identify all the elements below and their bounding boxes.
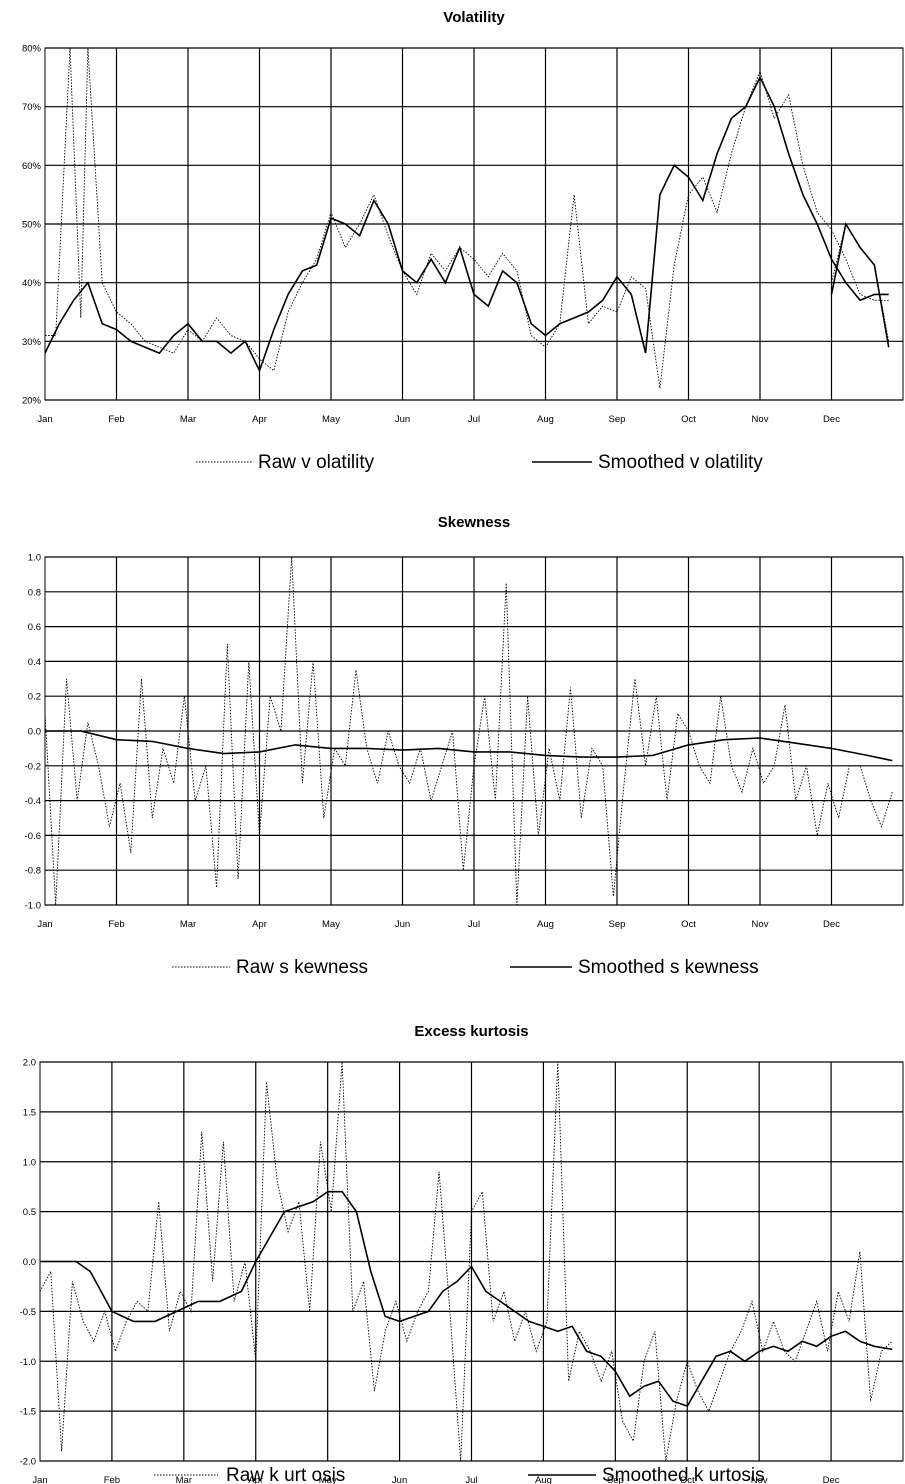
kurt-xtick-label: Jul [465, 1475, 477, 1484]
kurt-legend-label-raw: Raw k urt osis [226, 1465, 345, 1484]
skew-xtick-label: Jun [395, 919, 410, 930]
vol-xtick-label: Aug [537, 414, 554, 425]
kurt-title: Excess kurtosis [414, 1023, 528, 1040]
skew-series-smoothed-line [45, 730, 893, 762]
volatility-chart: Volatility 20% 30% 40% 50% 60% 70% 80% Jan Feb Mar… [0, 0, 905, 490]
skew-ytick-label: -0.6 [25, 831, 41, 842]
kurt-xtick-label: Aug [535, 1475, 552, 1484]
vol-ytick-label: 30% [22, 337, 42, 348]
skew-legend-label-smoothed: Smoothed s kewness [578, 957, 759, 978]
vol-ytick-label: 60% [22, 161, 42, 172]
skew-ytick-label: 0.8 [28, 587, 41, 598]
vol-ytick-label: 50% [22, 220, 42, 231]
kurt-xtick-label: Nov [751, 1475, 768, 1484]
skew-ytick-label: -0.2 [25, 761, 41, 772]
kurt-xtick-label: May [319, 1475, 337, 1484]
vol-series-smoothed-line-tail [830, 221, 890, 348]
skew-xtick-label: Oct [681, 919, 696, 930]
kurt-xtick-label: Oct [680, 1475, 695, 1484]
skew-ytick-label: 0.6 [28, 622, 41, 633]
kurt-ytick-label: -1.0 [20, 1357, 36, 1368]
kurt-ytick-label: 1.5 [23, 1107, 36, 1118]
vol-xtick-label: Oct [681, 414, 696, 425]
skew-ytick-label: -0.4 [25, 796, 41, 807]
kurt-series-raw-line [40, 1061, 893, 1462]
vol-xtick-label: Feb [108, 414, 124, 425]
kurt-xtick-label: Jun [392, 1475, 407, 1484]
vol-ytick-label: 70% [22, 102, 42, 113]
vol-xtick-label: Apr [252, 414, 267, 425]
skew-xtick-label: Apr [252, 919, 267, 930]
skewness-chart-svg: Skewness -1.0 -0.8 -0.6 -0.4 -0.2 0.0 0.2 0.4 0.6… [25, 514, 904, 978]
skew-xtick-label: Feb [108, 919, 124, 930]
vol-xtick-label: Dec [823, 414, 840, 425]
skew-ytick-label: 0.2 [28, 692, 41, 703]
vol-ytick-label: 80% [22, 44, 42, 55]
kurt-xtick-label: Mar [176, 1475, 192, 1484]
skew-xtick-label: Jul [468, 919, 480, 930]
skewness-chart: Skewness -1.0 -0.8 -0.6 -0.4 -0.2 0.0 0.2 0.4 0.6… [0, 505, 905, 980]
skew-xtick-label: Nov [752, 919, 769, 930]
vol-xtick-label: Jul [468, 414, 480, 425]
kurt-ytick-label: -0.5 [20, 1307, 36, 1318]
vol-xtick-label: Jan [37, 414, 52, 425]
kurt-ytick-label: -1.5 [20, 1407, 36, 1418]
kurt-ytick-label: 0.0 [23, 1257, 36, 1268]
kurt-ytick-label: -2.0 [20, 1457, 36, 1468]
skew-ytick-label: 0.4 [28, 657, 41, 668]
skew-ytick-label: 1.0 [28, 553, 41, 564]
vol-xtick-label: Jun [395, 414, 410, 425]
skew-ytick-label: 0.0 [28, 727, 41, 738]
kurt-series-smoothed-line [40, 1190, 893, 1408]
skew-xtick-label: Dec [823, 919, 840, 930]
kurt-xtick-label: Sep [607, 1475, 624, 1484]
skew-ytick-label: -1.0 [25, 901, 41, 912]
skew-xtick-label: May [322, 919, 340, 930]
skew-series-raw-line [45, 556, 893, 906]
skew-ytick-label: -0.8 [25, 866, 41, 877]
vol-xtick-label: May [322, 414, 340, 425]
kurt-ytick-label: 0.5 [23, 1207, 36, 1218]
vol-legend-label-smoothed: Smoothed v olatility [598, 452, 763, 473]
vol-ytick-label: 40% [22, 278, 42, 289]
kurtosis-chart: Excess kurtosis -2.0 -1.5 -1.0 -0.5 0.0 0.5 1.0… [0, 1015, 905, 1484]
kurt-ytick-label: 1.0 [23, 1157, 36, 1168]
kurtosis-chart-svg: Excess kurtosis -2.0 -1.5 -1.0 -0.5 0.0 0.5 1.0… [20, 1023, 904, 1484]
vol-ytick-label: 20% [22, 396, 42, 407]
vol-title: Volatility [443, 9, 505, 26]
kurt-xtick-label: Dec [823, 1475, 840, 1484]
kurt-legend-label-smoothed: Smoothed k urtosis [602, 1465, 765, 1484]
vol-xtick-label: Mar [180, 414, 196, 425]
vol-xtick-label: Sep [609, 414, 626, 425]
skew-xtick-label: Mar [180, 919, 196, 930]
skew-legend-label-raw: Raw s kewness [236, 957, 368, 978]
kurt-ytick-label: 2.0 [23, 1058, 36, 1069]
volatility-chart-svg: Volatility 20% 30% 40% 50% 60% 70% 80% Jan Feb Mar… [22, 9, 904, 473]
kurt-xtick-label: Jan [32, 1475, 47, 1484]
kurt-xtick-label: Apr [248, 1475, 263, 1484]
skew-title: Skewness [438, 514, 511, 531]
vol-legend-label-raw: Raw v olatility [258, 452, 375, 473]
kurt-xtick-label: Feb [104, 1475, 120, 1484]
skew-xtick-label: Jan [37, 919, 52, 930]
vol-xtick-label: Nov [752, 414, 769, 425]
vol-series-smoothed-line [45, 75, 889, 373]
skew-xtick-label: Sep [609, 919, 626, 930]
skew-xtick-label: Aug [537, 919, 554, 930]
